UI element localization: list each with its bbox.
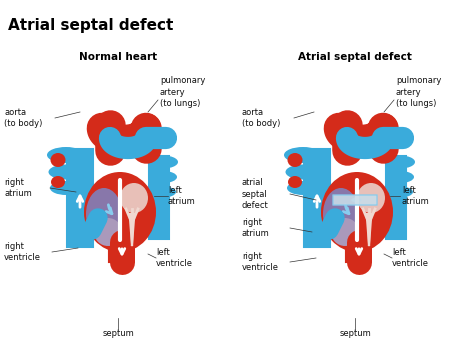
FancyBboxPatch shape <box>303 148 331 248</box>
Ellipse shape <box>285 165 320 180</box>
Ellipse shape <box>288 176 302 188</box>
Text: aorta
(to body): aorta (to body) <box>4 108 42 128</box>
Text: Atrial septal defect: Atrial septal defect <box>298 52 412 62</box>
Ellipse shape <box>288 153 302 167</box>
Ellipse shape <box>287 181 319 195</box>
Ellipse shape <box>386 171 414 183</box>
Text: left
ventricle: left ventricle <box>392 248 429 268</box>
Ellipse shape <box>321 172 393 252</box>
Ellipse shape <box>50 181 82 195</box>
Ellipse shape <box>149 171 177 183</box>
Text: right
ventricle: right ventricle <box>242 252 279 272</box>
FancyBboxPatch shape <box>66 148 94 248</box>
Ellipse shape <box>94 218 122 246</box>
Text: left
ventricle: left ventricle <box>156 248 193 268</box>
Ellipse shape <box>48 165 83 180</box>
Text: septum: septum <box>102 330 134 338</box>
Ellipse shape <box>387 186 413 197</box>
Text: septum: septum <box>339 330 371 338</box>
Ellipse shape <box>284 147 322 163</box>
Ellipse shape <box>357 183 385 213</box>
Text: Atrial septal defect: Atrial septal defect <box>8 18 173 33</box>
Text: aorta
(to body): aorta (to body) <box>242 108 281 128</box>
Ellipse shape <box>120 183 148 213</box>
Ellipse shape <box>323 188 359 240</box>
FancyBboxPatch shape <box>148 155 170 240</box>
Text: right
ventricle: right ventricle <box>4 242 41 262</box>
Ellipse shape <box>51 176 65 188</box>
Ellipse shape <box>331 218 359 246</box>
Ellipse shape <box>385 156 415 169</box>
Ellipse shape <box>51 153 65 167</box>
Ellipse shape <box>150 186 176 197</box>
FancyBboxPatch shape <box>333 195 377 205</box>
Ellipse shape <box>47 147 85 163</box>
Text: pulmonary
artery
(to lungs): pulmonary artery (to lungs) <box>396 76 441 107</box>
Text: left
atrium: left atrium <box>168 186 196 206</box>
Ellipse shape <box>148 156 178 169</box>
Text: right
atrium: right atrium <box>242 218 270 238</box>
Text: right
atrium: right atrium <box>4 178 32 198</box>
Text: atrial
septal
defect: atrial septal defect <box>242 178 269 210</box>
FancyBboxPatch shape <box>385 155 407 240</box>
Ellipse shape <box>86 188 122 240</box>
Text: left
atrium: left atrium <box>402 186 430 206</box>
FancyBboxPatch shape <box>345 238 369 263</box>
Text: pulmonary
artery
(to lungs): pulmonary artery (to lungs) <box>160 76 205 107</box>
Ellipse shape <box>84 172 156 252</box>
Text: Normal heart: Normal heart <box>79 52 157 62</box>
FancyBboxPatch shape <box>108 238 132 263</box>
